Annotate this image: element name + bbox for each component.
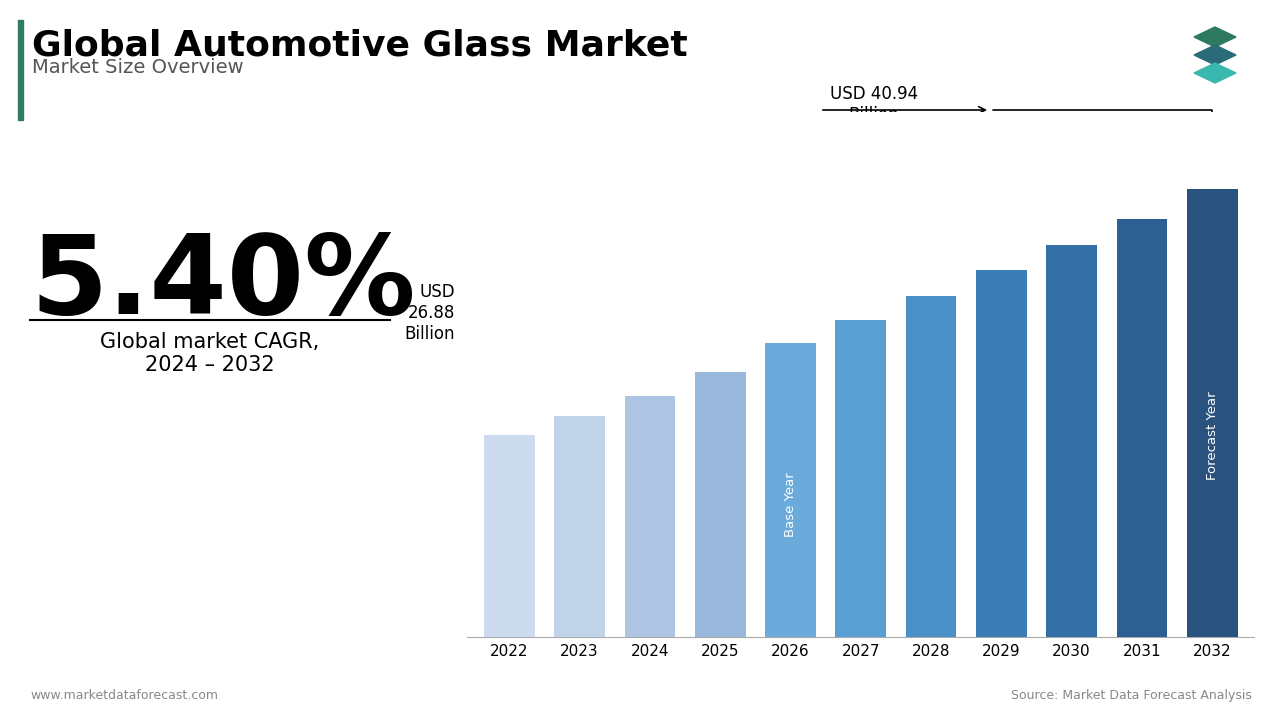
Polygon shape — [1194, 27, 1236, 47]
Bar — [1116, 219, 1167, 637]
Text: Global market CAGR,
2024 – 2032: Global market CAGR, 2024 – 2032 — [100, 332, 320, 375]
Polygon shape — [1194, 63, 1236, 83]
Text: USD 40.94
Billion: USD 40.94 Billion — [829, 85, 918, 124]
FancyBboxPatch shape — [536, 311, 622, 361]
Bar — [625, 396, 676, 637]
Text: Global Automotive Glass Market: Global Automotive Glass Market — [32, 28, 687, 62]
Bar — [765, 343, 815, 637]
Text: Forecast Year: Forecast Year — [1206, 391, 1219, 480]
Text: Base Year: Base Year — [785, 472, 797, 537]
Bar — [484, 435, 535, 637]
Text: Historical
Data: Historical Data — [550, 319, 609, 347]
Bar — [836, 320, 886, 637]
Bar — [554, 416, 605, 637]
Text: www.marketdataforecast.com: www.marketdataforecast.com — [29, 689, 218, 702]
Bar — [18, 20, 23, 120]
Text: 5.40%: 5.40% — [29, 230, 416, 337]
Text: Market Size Overview: Market Size Overview — [32, 58, 243, 77]
Bar — [906, 295, 956, 637]
Polygon shape — [1194, 45, 1236, 65]
Bar — [1046, 246, 1097, 637]
Text: Source: Market Data Forecast Analysis: Source: Market Data Forecast Analysis — [1011, 689, 1252, 702]
Bar — [977, 271, 1027, 637]
Bar — [1187, 189, 1238, 637]
Bar — [695, 372, 745, 637]
Text: USD
26.88
Billion: USD 26.88 Billion — [404, 283, 454, 343]
